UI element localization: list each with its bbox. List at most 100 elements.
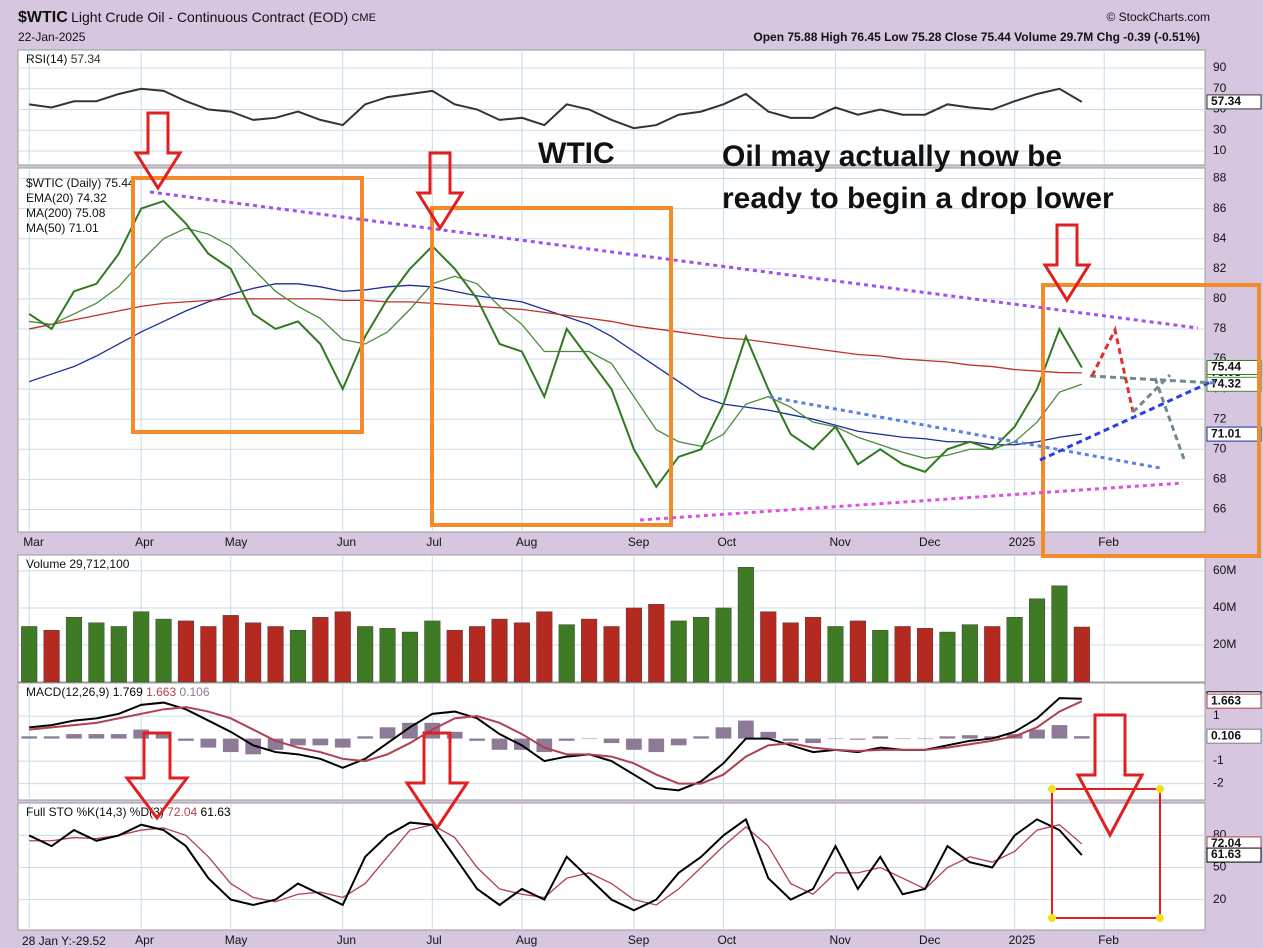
- panel-value: 0.106: [179, 685, 209, 699]
- x-tick-label: Apr: [135, 535, 154, 549]
- histogram-bar: [222, 738, 239, 753]
- legend-value: 75.08: [75, 206, 105, 220]
- histogram-bar: [581, 738, 597, 740]
- x-tick-label: Apr: [135, 933, 154, 947]
- panel-title: Volume 29,712,100: [26, 557, 130, 571]
- y-tick-label: 86: [1213, 201, 1227, 215]
- x-tick-label: May: [225, 535, 248, 549]
- panel-name: MACD(12,26,9): [26, 685, 109, 699]
- histogram-bar: [155, 731, 172, 739]
- x-tick-label: Dec: [919, 535, 940, 549]
- volume-bar: [334, 611, 351, 683]
- box: [1041, 283, 1261, 558]
- volume-bar: [245, 622, 262, 683]
- value-tag: [1206, 728, 1262, 744]
- y-tick-label: 90: [1213, 60, 1227, 74]
- histogram-bar: [357, 736, 373, 739]
- panel-title: Full STO %K(14,3) %D(3) 72.04 61.63: [26, 805, 231, 819]
- series-line: [29, 227, 1083, 459]
- x-tick-label: May: [225, 933, 248, 947]
- volume-bar: [222, 615, 239, 683]
- volume-bar: [491, 618, 508, 683]
- histogram-bar: [894, 738, 911, 740]
- value-tag: [1206, 847, 1262, 863]
- volume-bar: [155, 618, 172, 683]
- forecast: [1090, 325, 1135, 413]
- arrow: [1075, 713, 1145, 839]
- value-tag-label: 75.44: [1211, 360, 1241, 374]
- arrow: [133, 111, 183, 191]
- annotations: [124, 111, 1261, 922]
- x-tick-label: Oct: [717, 933, 736, 947]
- histogram-bar: [1051, 725, 1068, 739]
- volume-bar: [513, 622, 530, 683]
- histogram-bar: [402, 722, 418, 739]
- arrow: [124, 731, 190, 821]
- quote: Open 75.88 High 76.45 Low 75.28 Close 75…: [753, 30, 1200, 44]
- annotation-comment: ready to begin a drop lower: [722, 182, 1114, 215]
- volume-bar: [670, 620, 687, 683]
- y-tick-label: 70: [1213, 441, 1227, 455]
- histogram-bar: [491, 738, 508, 750]
- forecast: [1153, 377, 1187, 463]
- x-tick-label: Feb: [1098, 535, 1119, 549]
- panel: [17, 167, 1206, 533]
- x-tick-label: Aug: [516, 535, 537, 549]
- y-tick-label: -1: [1213, 753, 1224, 767]
- volume-bar: [1028, 598, 1046, 683]
- y-tick-label: 84: [1213, 231, 1227, 245]
- corner-dots: [1048, 785, 1164, 922]
- volume-bar: [446, 629, 463, 683]
- x-tick-label: Oct: [717, 535, 736, 549]
- histogram-bar: [178, 738, 194, 741]
- volume-bar: [849, 620, 866, 683]
- volume-bar: [1051, 585, 1068, 683]
- y-tick-label: 80: [1213, 291, 1227, 305]
- trendline: [769, 395, 1161, 470]
- series-line: [28, 283, 1082, 446]
- histogram-bar: [603, 738, 620, 744]
- histogram-bar: [760, 731, 777, 739]
- annotation-label: WTIC: [538, 137, 615, 170]
- histogram-bar: [379, 727, 396, 739]
- histogram-bar: [805, 738, 821, 744]
- volume-bar: [312, 617, 329, 683]
- histogram-bar: [43, 736, 60, 739]
- histogram-bar: [558, 738, 575, 741]
- volume-bar: [648, 604, 665, 683]
- histogram-bar: [715, 727, 732, 739]
- trendline: [149, 190, 1199, 330]
- volume-bar: [357, 626, 374, 683]
- y-tick-label: 50: [1213, 860, 1227, 874]
- histogram-bar: [693, 736, 709, 739]
- volume-bar: [760, 611, 777, 683]
- volume-bar: [177, 620, 195, 683]
- trendline: [1039, 378, 1216, 462]
- x-tick-label: 2025: [1009, 933, 1036, 947]
- volume-bar: [581, 618, 598, 683]
- x-tick-label: Dec: [919, 933, 940, 947]
- histogram-bar: [670, 738, 687, 746]
- volume-bar: [424, 620, 441, 683]
- forecast: [1131, 373, 1172, 414]
- histogram-bar: [334, 738, 351, 748]
- histogram-bar: [648, 738, 665, 753]
- x-tick-label: Jun: [337, 535, 356, 549]
- volume-bar: [536, 611, 553, 683]
- symbol: $WTIC: [18, 9, 68, 26]
- volume-bar: [782, 622, 799, 683]
- series-line: [28, 199, 1083, 489]
- panel-title: RSI(14) 57.34: [26, 52, 101, 66]
- legend-value: 74.32: [77, 191, 107, 205]
- histogram-bar: [88, 734, 105, 739]
- histogram-bar: [469, 738, 485, 741]
- legend-name: MA(200): [26, 206, 72, 220]
- x-tick-label: Nov: [829, 933, 850, 947]
- panel-name: Volume 29,712,100: [26, 557, 130, 571]
- value-tag-label: 61.63: [1211, 847, 1241, 861]
- volume-bar: [200, 626, 217, 683]
- x-tick-label: Mar: [23, 535, 44, 549]
- legend-name: $WTIC (Daily): [26, 176, 101, 190]
- volume-bar: [133, 611, 150, 683]
